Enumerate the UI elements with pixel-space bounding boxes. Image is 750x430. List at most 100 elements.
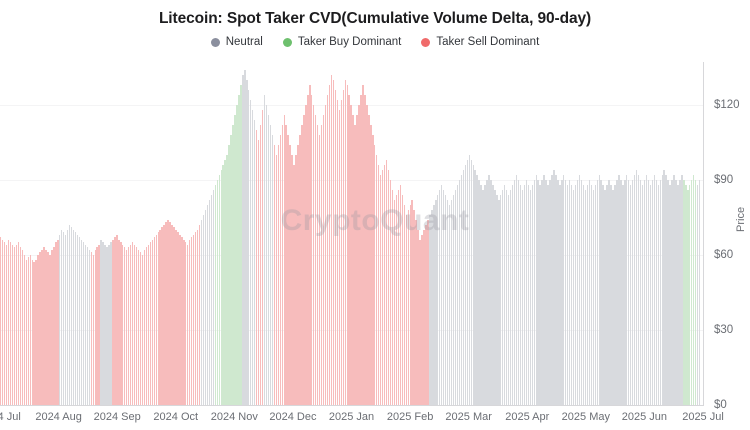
bar[interactable] xyxy=(561,179,563,405)
bar[interactable] xyxy=(661,174,663,405)
bar[interactable] xyxy=(423,229,425,405)
bar[interactable] xyxy=(190,237,193,405)
bar[interactable] xyxy=(683,179,685,405)
bar[interactable] xyxy=(198,224,201,405)
bar[interactable] xyxy=(413,209,415,405)
bar[interactable] xyxy=(425,224,427,405)
bar[interactable] xyxy=(500,194,502,405)
bar[interactable] xyxy=(671,179,673,405)
bar[interactable] xyxy=(204,209,207,405)
bar[interactable] xyxy=(433,204,435,405)
bar[interactable] xyxy=(527,184,530,405)
bar[interactable] xyxy=(122,244,124,405)
bar[interactable] xyxy=(1,239,4,405)
bar[interactable] xyxy=(181,237,183,405)
bar[interactable] xyxy=(567,184,569,405)
bar[interactable] xyxy=(586,184,589,405)
bar[interactable] xyxy=(279,134,281,405)
bar[interactable] xyxy=(189,239,191,405)
bar[interactable] xyxy=(165,222,167,405)
bar[interactable] xyxy=(263,94,266,405)
bar[interactable] xyxy=(192,234,195,405)
bar[interactable] xyxy=(295,154,297,405)
bar[interactable] xyxy=(653,174,656,405)
bar[interactable] xyxy=(362,84,364,405)
bar[interactable] xyxy=(409,204,411,405)
bar[interactable] xyxy=(677,184,679,405)
bar[interactable] xyxy=(129,244,132,405)
bar[interactable] xyxy=(511,184,514,405)
bar[interactable] xyxy=(342,89,344,405)
bar[interactable] xyxy=(110,242,112,405)
bar[interactable] xyxy=(104,244,106,405)
bar[interactable] xyxy=(7,239,10,405)
bar[interactable] xyxy=(5,244,8,405)
bar[interactable] xyxy=(669,184,671,405)
bar[interactable] xyxy=(175,229,177,405)
bar[interactable] xyxy=(53,247,55,405)
bar[interactable] xyxy=(456,184,459,405)
bar[interactable] xyxy=(507,194,510,405)
bar[interactable] xyxy=(88,249,91,405)
bar[interactable] xyxy=(76,234,79,405)
bar[interactable] xyxy=(468,154,470,405)
bar[interactable] xyxy=(281,124,283,405)
bar[interactable] xyxy=(328,84,331,405)
bar[interactable] xyxy=(486,179,488,405)
bar[interactable] xyxy=(675,179,677,405)
bar[interactable] xyxy=(35,259,37,405)
bar[interactable] xyxy=(537,179,539,405)
bar[interactable] xyxy=(482,189,484,405)
bar[interactable] xyxy=(608,179,610,405)
bar[interactable] xyxy=(509,189,512,405)
bar[interactable] xyxy=(131,242,134,405)
bar[interactable] xyxy=(563,174,565,405)
bar[interactable] xyxy=(478,179,480,405)
bar[interactable] xyxy=(163,224,165,405)
bar[interactable] xyxy=(513,179,516,405)
bar[interactable] xyxy=(488,174,490,405)
bar[interactable] xyxy=(194,232,197,405)
bar[interactable] xyxy=(679,179,681,405)
bar[interactable] xyxy=(435,199,437,405)
legend-item-taker-buy-dominant[interactable]: Taker Buy Dominant xyxy=(282,36,401,48)
bar[interactable] xyxy=(157,232,159,405)
bar[interactable] xyxy=(667,179,669,405)
bar[interactable] xyxy=(592,189,595,405)
bar[interactable] xyxy=(45,249,47,405)
bar[interactable] xyxy=(555,174,557,405)
bar[interactable] xyxy=(80,239,83,405)
bar[interactable] xyxy=(570,184,573,405)
bar[interactable] xyxy=(55,242,57,405)
bar[interactable] xyxy=(383,164,386,405)
bar[interactable] xyxy=(149,242,152,405)
bar[interactable] xyxy=(127,247,130,405)
bar[interactable] xyxy=(90,252,92,405)
bar[interactable] xyxy=(523,184,526,405)
bar[interactable] xyxy=(29,254,31,405)
bar[interactable] xyxy=(484,184,486,405)
bar[interactable] xyxy=(322,114,325,405)
bar[interactable] xyxy=(171,224,173,405)
bar[interactable] xyxy=(437,194,439,405)
bar[interactable] xyxy=(226,154,228,405)
bar[interactable] xyxy=(232,124,234,405)
bar[interactable] xyxy=(568,179,571,405)
bar[interactable] xyxy=(626,174,628,405)
bar[interactable] xyxy=(387,169,390,405)
bar[interactable] xyxy=(622,184,624,405)
bar[interactable] xyxy=(82,242,85,405)
bar[interactable] xyxy=(316,124,319,405)
bar[interactable] xyxy=(417,229,419,405)
bar[interactable] xyxy=(407,209,409,405)
bar[interactable] xyxy=(665,174,667,405)
bar[interactable] xyxy=(202,214,205,405)
bar[interactable] xyxy=(541,179,543,405)
bar[interactable] xyxy=(137,249,140,405)
bar[interactable] xyxy=(169,222,171,405)
bar[interactable] xyxy=(39,252,41,405)
bar[interactable] xyxy=(572,189,575,405)
bar[interactable] xyxy=(238,94,240,405)
bar[interactable] xyxy=(252,109,254,405)
bar[interactable] xyxy=(216,179,218,405)
